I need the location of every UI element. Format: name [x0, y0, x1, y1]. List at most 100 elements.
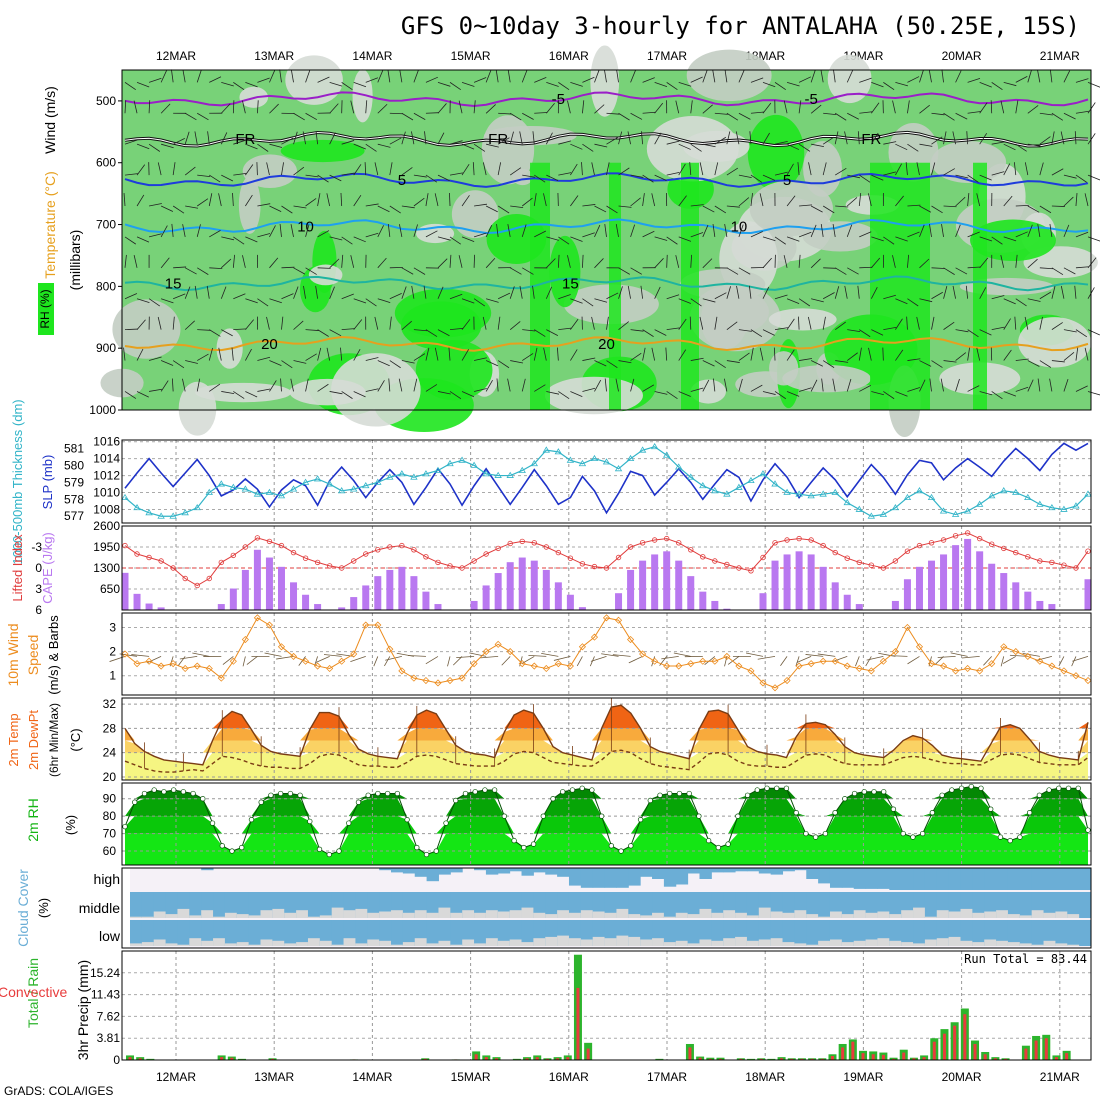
- wind10m-barb: [447, 656, 451, 667]
- wind-barb: [425, 230, 438, 238]
- wind-barb: [955, 112, 968, 120]
- wind-barb: [943, 286, 948, 299]
- wind-barb: [498, 112, 512, 115]
- wind10m-marker: [326, 664, 334, 673]
- wind10m-marker: [711, 657, 719, 665]
- cloud-low-gap: [711, 940, 724, 946]
- wind-barb: [798, 231, 812, 238]
- y-tick-label-wind: 3: [109, 620, 116, 634]
- wind-barb: [582, 357, 596, 361]
- ylabel-temperature: Temperature (°C): [42, 171, 58, 279]
- wind-barb: [449, 327, 463, 331]
- li-marker: [892, 558, 899, 564]
- y-tick-label: 800: [96, 279, 116, 293]
- wind-barb: [567, 255, 571, 268]
- wind-barb: [678, 391, 691, 397]
- rh2m-marker: [122, 823, 128, 830]
- wind-barb: [1037, 69, 1041, 83]
- wind-barb: [341, 82, 353, 91]
- wind-barb: [1063, 70, 1071, 83]
- wind10m-barb: [373, 656, 379, 667]
- wind-barb: [749, 131, 752, 145]
- rh2m-marker: [141, 790, 148, 797]
- wind-barb: [411, 285, 415, 299]
- wind-barb: [823, 112, 837, 116]
- wind-barb: [690, 254, 692, 268]
- wind-barb: [690, 357, 704, 361]
- wind-barb: [497, 292, 511, 300]
- isotherm-line: [124, 275, 1089, 292]
- cloud-high-cell: [794, 868, 807, 871]
- cloud-low-gap: [877, 938, 890, 946]
- wind-barb: [279, 69, 282, 83]
- rh2m-marker: [774, 785, 780, 791]
- wind-barb: [341, 328, 355, 331]
- rh2m-marker: [696, 813, 702, 819]
- rh2m-marker: [667, 790, 673, 797]
- wind-barb: [1027, 69, 1032, 83]
- rh2m-marker: [433, 848, 439, 854]
- cape-bar: [651, 554, 659, 610]
- rh-region: [195, 382, 292, 403]
- thickness-marker: [133, 503, 141, 511]
- thickness-marker: [265, 488, 274, 495]
- wind-barb: [570, 318, 579, 330]
- wind-barb: [182, 378, 186, 392]
- wind-barb: [604, 69, 607, 83]
- y-tick-label-thickness: 580: [64, 458, 84, 472]
- wind-barb: [654, 329, 667, 336]
- wind-barb: [293, 320, 304, 330]
- cloud-middle-gap: [141, 916, 155, 918]
- wind-barb: [425, 329, 438, 337]
- cloud-low-gap: [853, 940, 867, 946]
- wind-barb: [871, 174, 884, 181]
- wind-barb: [257, 356, 271, 361]
- wind-barb: [233, 139, 246, 145]
- wind-barb: [594, 205, 607, 213]
- cloud-low-gap: [806, 944, 819, 946]
- wind-barb: [389, 360, 401, 369]
- rh-legend-swatch: [38, 283, 54, 335]
- precip-convective-bar: [759, 1058, 763, 1060]
- wind-barb: [714, 205, 727, 214]
- wind-barb: [651, 193, 656, 207]
- ylabel-total-rain: Total / Rain: [25, 958, 41, 1028]
- wind-barb: [630, 267, 643, 275]
- wind-barb: [907, 76, 920, 83]
- cloud-high-cell: [1019, 868, 1033, 890]
- cloud-low-gap: [307, 938, 321, 946]
- wind-barb: [558, 327, 572, 331]
- wind-barb: [474, 357, 487, 361]
- wind-barb: [449, 293, 463, 300]
- cloud-high-cell: [1067, 868, 1080, 890]
- wind-barb: [726, 112, 739, 121]
- thickness-marker: [494, 471, 502, 478]
- precip-convective-bar: [1044, 1038, 1048, 1060]
- thickness-marker: [602, 458, 611, 465]
- cloud-low-gap: [260, 939, 273, 946]
- cloud-low-gap: [165, 943, 178, 946]
- thickness-marker: [241, 485, 250, 492]
- wind-barb: [907, 100, 910, 114]
- wind10m-barb: [264, 652, 282, 657]
- cloud-low-gap: [414, 938, 428, 946]
- wind10m-marker: [651, 657, 659, 665]
- wind-barb: [570, 195, 579, 207]
- wind-barb: [1060, 285, 1065, 299]
- precip-convective-bar: [983, 1054, 987, 1060]
- wind-barb: [919, 69, 924, 83]
- rh2m-marker: [355, 799, 362, 805]
- wind-barb: [798, 143, 811, 152]
- cloud-low-cell: [853, 920, 867, 946]
- wind-barb: [702, 69, 708, 83]
- wind-barb: [290, 224, 294, 237]
- wind-barb: [967, 347, 970, 361]
- thickness-marker: [939, 507, 948, 514]
- thickness-marker: [386, 473, 394, 480]
- li-marker: [483, 551, 489, 557]
- cloud-high-cell: [509, 868, 523, 872]
- wind-barb: [389, 137, 402, 145]
- rh2m-marker: [560, 789, 566, 795]
- wind-barb: [160, 380, 169, 392]
- thickness-marker: [735, 483, 743, 490]
